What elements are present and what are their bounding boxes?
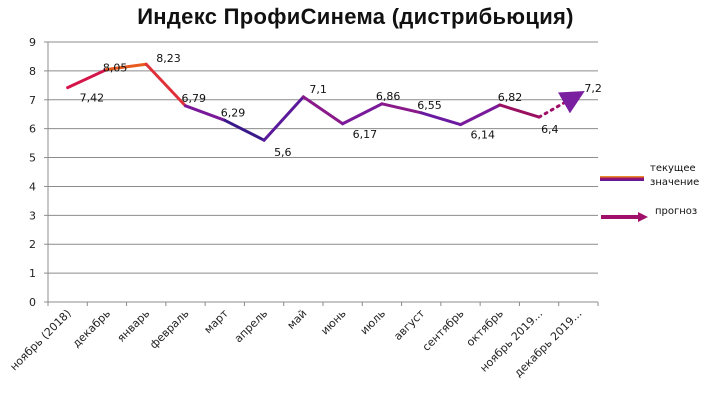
data-label: 8,05 xyxy=(103,61,128,74)
data-label: 6,17 xyxy=(353,128,378,141)
forecast-segment xyxy=(537,91,585,119)
series-segment xyxy=(105,62,148,71)
legend-forecast-arrow-icon xyxy=(600,208,650,227)
data-label: 6,4 xyxy=(541,123,559,136)
x-tick-label: май xyxy=(285,307,310,332)
data-label: 6,86 xyxy=(376,90,401,103)
data-label: 6,55 xyxy=(417,99,442,112)
series-segment xyxy=(419,111,462,127)
x-tick-label: июнь xyxy=(318,307,348,337)
series-segment xyxy=(498,103,541,119)
y-tick-label: 0 xyxy=(29,296,36,309)
series-segment xyxy=(66,67,109,90)
y-tick-label: 1 xyxy=(29,267,36,280)
x-tick-label: июль xyxy=(358,307,388,337)
x-tick-label: январь xyxy=(115,307,153,345)
y-tick-label: 5 xyxy=(29,152,36,165)
x-tick-label: апрель xyxy=(232,307,270,345)
gridlines xyxy=(48,41,598,303)
x-tick-label: ноябрь (2018) xyxy=(7,307,73,373)
x-tick-label: декабрь 2019... xyxy=(512,307,585,380)
series-segment xyxy=(262,95,305,142)
series-segment xyxy=(459,103,502,127)
data-labels: 7,42 8,05 8,23 6,79 6,29 5,6 7,1 6,17 6,86 6,55 6,… xyxy=(80,52,602,159)
data-label: 7,42 xyxy=(80,92,105,105)
y-tick-label: 6 xyxy=(29,123,36,136)
x-tick-label: август xyxy=(391,307,427,343)
legend-forecast-label: прогноз xyxy=(655,206,698,217)
y-axis: 0 1 2 3 4 5 6 7 8 9 xyxy=(29,36,49,309)
y-tick-label: 9 xyxy=(29,36,36,49)
series-segment xyxy=(341,102,384,126)
x-tick-label: февраль xyxy=(147,307,191,351)
series-segment xyxy=(301,95,345,126)
legend-current-swatch xyxy=(600,176,644,181)
data-label: 5,6 xyxy=(274,146,292,159)
y-tick-label: 7 xyxy=(29,94,36,107)
x-tick-label: март xyxy=(202,307,232,337)
x-tick-label: декабрь xyxy=(70,307,113,350)
data-label: 6,14 xyxy=(471,129,496,142)
x-tick-label: сентябрь xyxy=(420,307,467,354)
data-series xyxy=(66,62,585,142)
series-segment xyxy=(380,102,423,115)
data-label: 8,23 xyxy=(156,52,181,65)
series-segment xyxy=(223,118,266,142)
data-label: 6,29 xyxy=(221,106,246,119)
data-label: 6,82 xyxy=(498,91,523,104)
y-tick-label: 4 xyxy=(29,180,36,193)
data-label: 7,2 xyxy=(584,82,602,95)
chart-title: Индекс ПрофиСинема (дистрибьюция) xyxy=(137,4,574,29)
series-segment xyxy=(144,62,187,108)
data-label: 7,1 xyxy=(309,83,327,96)
y-tick-label: 8 xyxy=(29,65,36,78)
y-tick-label: 3 xyxy=(29,209,36,222)
series-segment xyxy=(184,104,227,122)
legend-current-label: текущее значение xyxy=(650,163,700,188)
y-tick-label: 2 xyxy=(29,238,36,251)
data-label: 6,79 xyxy=(182,92,207,105)
